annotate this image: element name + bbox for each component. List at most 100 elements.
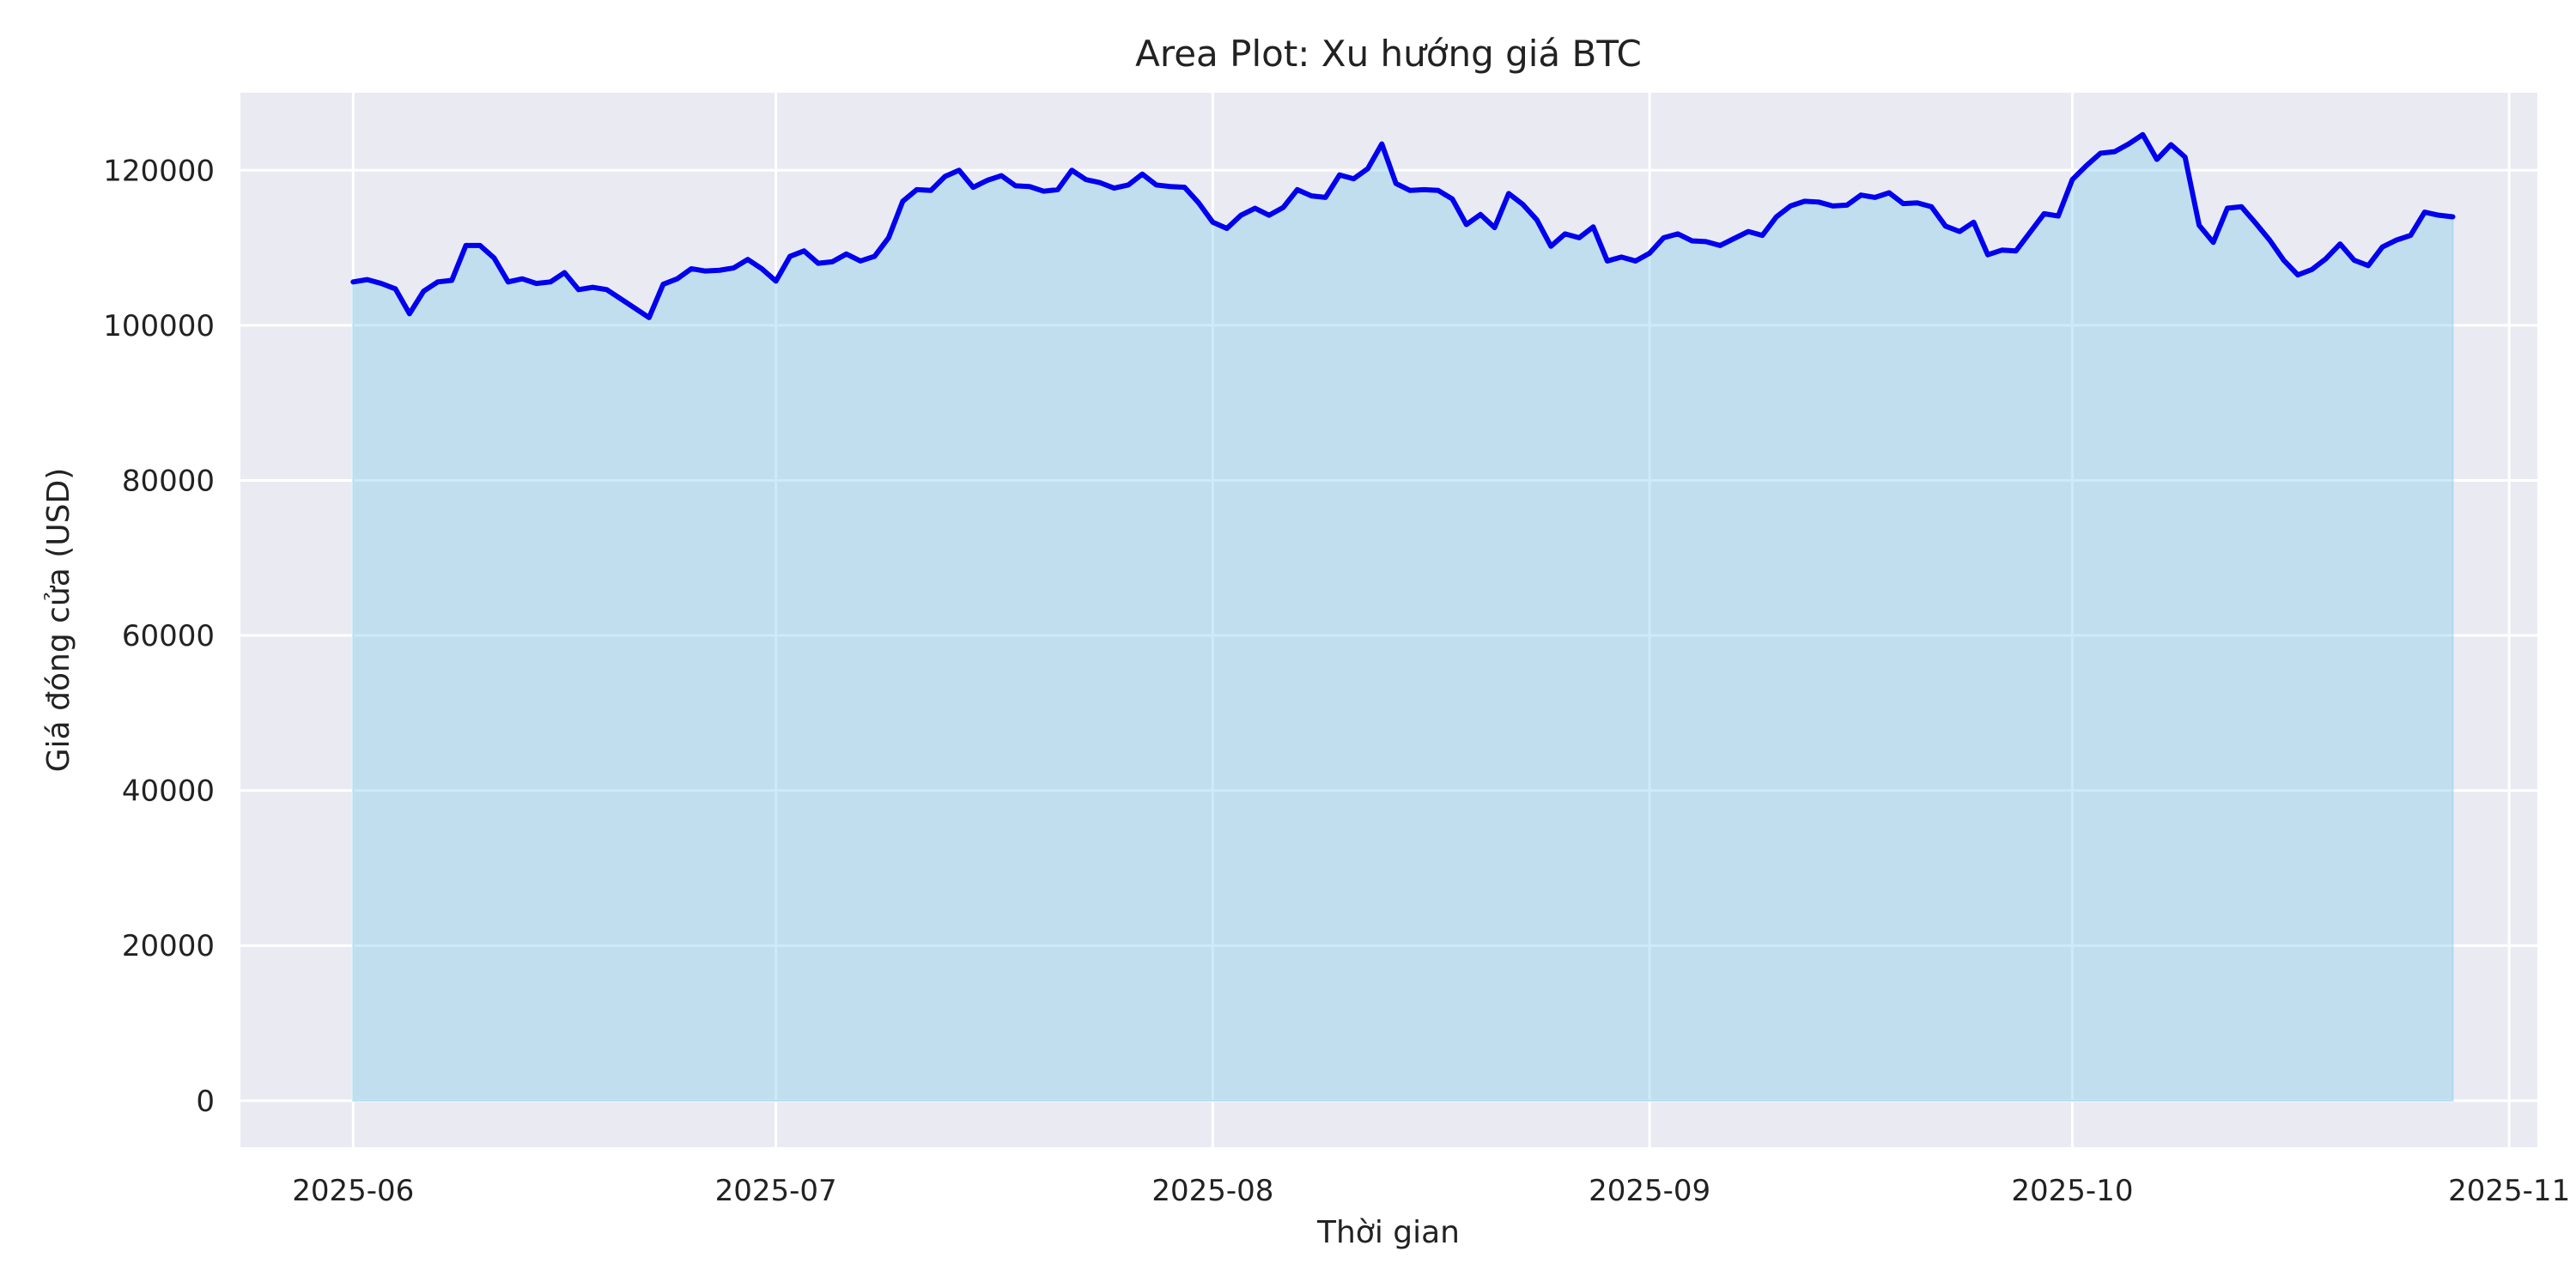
grid-lines (240, 93, 2537, 1147)
data-point (775, 281, 776, 282)
tick-labels: 0 20000 40000 60000 80000 100000 120000 2025-06… (103, 154, 2570, 1208)
y-axis-label: Giá đóng cửa (USD) (41, 468, 76, 773)
data-point (606, 289, 607, 290)
data-point (2156, 159, 2157, 160)
data-point (2213, 242, 2214, 243)
data-point (1410, 190, 1411, 191)
plot-background (240, 93, 2537, 1147)
data-point (888, 237, 889, 238)
data-point (1114, 188, 1115, 189)
data-point (1832, 205, 1833, 206)
data-point (1241, 215, 1242, 216)
data-point (958, 170, 959, 171)
x-tick-label: 2025-08 (1151, 1174, 1273, 1208)
data-point (790, 256, 791, 257)
y-tick-label: 120000 (103, 154, 215, 188)
x-tick-label: 2025-09 (1589, 1174, 1710, 1208)
data-point (1720, 245, 1721, 246)
data-point (1959, 231, 1960, 232)
series-line (350, 131, 2456, 320)
data-point (437, 282, 438, 283)
data-point (1987, 254, 1988, 255)
x-tick-label: 2025-11 (2448, 1174, 2570, 1208)
data-point (423, 291, 424, 292)
data-point (1100, 182, 1101, 183)
data-point (2114, 151, 2115, 152)
data-point (2171, 144, 2172, 145)
data-point (1480, 214, 1481, 215)
x-axis-label: Thời gian (1316, 1215, 1460, 1250)
data-point (381, 283, 382, 284)
data-point (1593, 227, 1594, 228)
data-point (817, 263, 818, 264)
data-point (931, 190, 932, 191)
data-point (1705, 241, 1706, 242)
data-point (2283, 260, 2284, 261)
data-point (1198, 203, 1199, 204)
x-tick-label: 2025-06 (292, 1174, 414, 1208)
data-point (663, 284, 664, 285)
data-point (536, 283, 537, 284)
data-point (2368, 265, 2369, 266)
data-point (1437, 190, 1438, 191)
data-point (353, 282, 354, 283)
data-point (2241, 206, 2242, 207)
data-point (1804, 201, 1805, 202)
data-point (2410, 235, 2411, 236)
data-point (452, 280, 453, 281)
data-point (1424, 189, 1425, 190)
data-point (507, 282, 508, 283)
data-point (2030, 232, 2031, 233)
data-point (2424, 212, 2425, 213)
data-point (733, 268, 734, 269)
data-point (479, 245, 480, 246)
data-point (1142, 173, 1143, 174)
data-point (1466, 224, 1467, 225)
data-point (1085, 179, 1086, 180)
data-point (522, 278, 523, 279)
data-point (2298, 275, 2299, 276)
data-point (409, 313, 410, 314)
data-point (1367, 168, 1368, 169)
data-point (1001, 175, 1002, 176)
data-point (2340, 244, 2341, 245)
data-point (1226, 228, 1227, 229)
data-point (705, 270, 706, 271)
y-tick-label: 100000 (103, 309, 215, 343)
data-point (1579, 237, 1580, 238)
data-point (1522, 204, 1523, 205)
data-point (1762, 235, 1763, 236)
y-tick-label: 20000 (122, 929, 215, 963)
data-point (1184, 187, 1185, 188)
data-point (1170, 186, 1171, 187)
data-point (1663, 237, 1664, 238)
data-point (916, 189, 917, 190)
data-point (2325, 258, 2326, 259)
data-point (367, 279, 368, 280)
data-point (2015, 251, 2016, 252)
data-point (1776, 216, 1777, 217)
data-point (973, 187, 974, 188)
data-point (1747, 231, 1748, 232)
data-point (1931, 206, 1932, 207)
data-point (465, 245, 466, 246)
data-point (1819, 202, 1820, 203)
data-point (902, 201, 903, 202)
y-tick-label: 0 (196, 1084, 215, 1119)
data-point (2199, 225, 2200, 226)
data-point (1015, 185, 1016, 186)
data-point (1734, 238, 1735, 239)
data-point (747, 259, 748, 260)
data-point (1635, 260, 1636, 261)
data-point (564, 272, 565, 273)
data-point (804, 251, 805, 252)
data-point (1790, 205, 1791, 206)
data-point (1889, 192, 1890, 193)
data-point (2452, 216, 2453, 217)
data-point (2255, 222, 2256, 223)
x-tick-label: 2025-10 (2011, 1174, 2133, 1208)
y-tick-label: 80000 (122, 464, 215, 498)
data-point (2184, 156, 2185, 157)
data-point (1508, 193, 1509, 194)
data-point (648, 317, 649, 318)
